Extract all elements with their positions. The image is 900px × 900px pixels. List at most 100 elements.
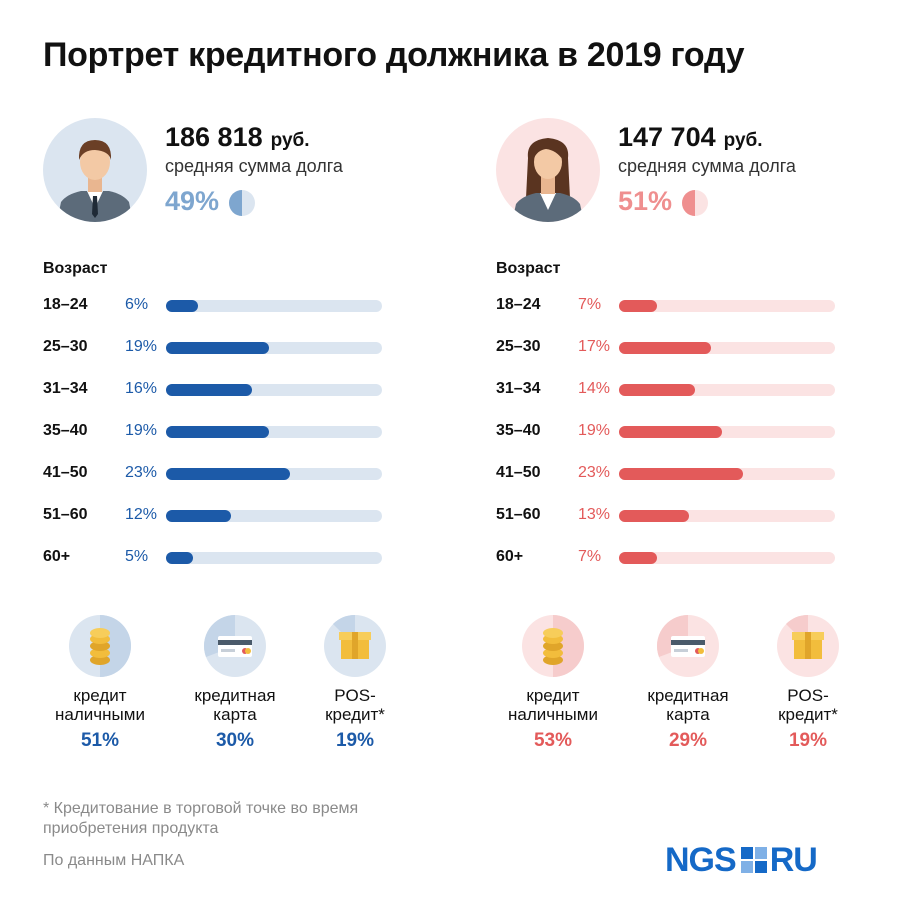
female-product-pos: POS- кредит* 19% — [743, 615, 873, 752]
woman-icon — [496, 118, 600, 222]
age-bar — [166, 426, 269, 438]
female-product-value: 53% — [533, 730, 573, 751]
male-product-value: 51% — [80, 730, 120, 751]
female-product-cash: кредит наличными 53% — [488, 615, 618, 752]
age-bar — [619, 426, 722, 438]
age-percent-label: 7% — [578, 548, 602, 565]
male-average-debt: 186 818 руб. — [165, 122, 310, 153]
age-percent-label: 23% — [578, 464, 611, 481]
credit-card-icon — [204, 615, 266, 677]
age-bar-row: 60+ 5% — [43, 542, 383, 572]
age-bar-row: 25–30 17% — [496, 332, 836, 362]
age-category-label: 31–34 — [496, 380, 541, 397]
female-share-pie-icon — [682, 190, 708, 216]
age-bar-track — [619, 342, 835, 354]
age-bar-track — [619, 510, 835, 522]
age-bar — [166, 510, 231, 522]
age-percent-label: 5% — [125, 548, 149, 565]
male-product-value: 19% — [335, 730, 375, 751]
age-bar-row: 60+ 7% — [496, 542, 836, 572]
age-bar-track — [619, 426, 835, 438]
age-percent-label: 19% — [125, 338, 158, 355]
coins-icon — [69, 615, 131, 677]
female-product-name: кредитная карта — [647, 686, 729, 724]
male-products: кредит наличными 51% кредитная карта 30% — [0, 615, 420, 765]
box-icon — [777, 615, 839, 677]
age-bar — [619, 342, 711, 354]
age-bar — [166, 300, 199, 312]
age-category-label: 31–34 — [43, 380, 88, 397]
age-bar — [619, 552, 657, 564]
age-bar-row: 25–30 19% — [43, 332, 383, 362]
male-amount-value: 186 818 — [165, 122, 263, 152]
age-bar-row: 51–60 13% — [496, 500, 836, 530]
female-avatar — [496, 118, 600, 222]
age-category-label: 60+ — [43, 548, 71, 565]
male-product-value: 30% — [215, 730, 255, 751]
age-percent-label: 16% — [125, 380, 158, 397]
age-bar-track — [619, 384, 835, 396]
male-age-header: Возраст — [43, 260, 108, 277]
age-bar-row: 31–34 16% — [43, 374, 383, 404]
box-icon — [324, 615, 386, 677]
age-category-label: 41–50 — [496, 464, 541, 481]
age-bar-track — [166, 468, 382, 480]
age-percent-label: 14% — [578, 380, 611, 397]
age-bar — [166, 384, 253, 396]
female-products: кредит наличными 53% кредитная карта 29% — [453, 615, 873, 765]
male-share-pie-icon — [229, 190, 255, 216]
male-product-name: кредит наличными — [55, 686, 145, 724]
male-column: 186 818 руб. средняя сумма долга 49% Возр… — [0, 0, 420, 900]
age-percent-label: 7% — [578, 296, 602, 313]
age-bar-row: 35–40 19% — [496, 416, 836, 446]
female-amount-value: 147 704 — [618, 122, 716, 152]
male-avatar — [43, 118, 147, 222]
age-bar-track — [619, 552, 835, 564]
age-category-label: 18–24 — [496, 296, 541, 313]
male-product-cash: кредит наличными 51% — [35, 615, 165, 752]
male-product-pos: POS- кредит* 19% — [290, 615, 420, 752]
female-product-card: кредитная карта 29% — [623, 615, 753, 752]
age-bar-track — [619, 468, 835, 480]
age-bar — [166, 552, 193, 564]
age-bar — [166, 468, 291, 480]
female-currency: руб. — [723, 130, 763, 151]
man-icon — [43, 118, 147, 222]
coins-icon — [522, 615, 584, 677]
age-category-label: 35–40 — [496, 422, 541, 439]
age-bar-track — [166, 342, 382, 354]
age-percent-label: 17% — [578, 338, 611, 355]
footnote: * Кредитование в торговой точке во время… — [43, 800, 359, 837]
age-bar-track — [166, 426, 382, 438]
age-category-label: 60+ — [496, 548, 524, 565]
age-percent-label: 23% — [125, 464, 158, 481]
age-bar — [619, 384, 695, 396]
age-bar-row: 41–50 23% — [496, 458, 836, 488]
page-title: Портрет кредитного должника в 2019 году — [43, 36, 745, 74]
male-amount-label: средняя сумма долга — [165, 156, 343, 176]
male-share: 49% — [165, 186, 220, 216]
age-category-label: 25–30 — [496, 338, 541, 355]
female-product-name: кредит наличными — [508, 686, 598, 724]
ngs-logo: NGS RU — [665, 840, 818, 879]
age-bar-row: 41–50 23% — [43, 458, 383, 488]
age-bar-row: 18–24 7% — [496, 290, 836, 320]
age-category-label: 51–60 — [43, 506, 88, 523]
female-share: 51% — [618, 186, 673, 216]
female-product-value: 19% — [788, 730, 828, 751]
male-product-card: кредитная карта 30% — [170, 615, 300, 752]
female-amount-label: средняя сумма долга — [618, 156, 796, 176]
age-percent-label: 19% — [125, 422, 158, 439]
male-product-name: POS- кредит* — [325, 686, 385, 724]
age-percent-label: 12% — [125, 506, 158, 523]
logo-squares-icon — [740, 847, 767, 873]
age-bar-row: 18–24 6% — [43, 290, 383, 320]
logo-left-text: NGS — [665, 840, 737, 879]
age-category-label: 18–24 — [43, 296, 88, 313]
credit-card-icon — [657, 615, 719, 677]
female-column: 147 704 руб. средняя сумма долга 51% Возр… — [453, 0, 873, 900]
age-percent-label: 13% — [578, 506, 611, 523]
age-bar-track — [166, 510, 382, 522]
age-bar-track — [619, 300, 835, 312]
age-category-label: 51–60 — [496, 506, 541, 523]
